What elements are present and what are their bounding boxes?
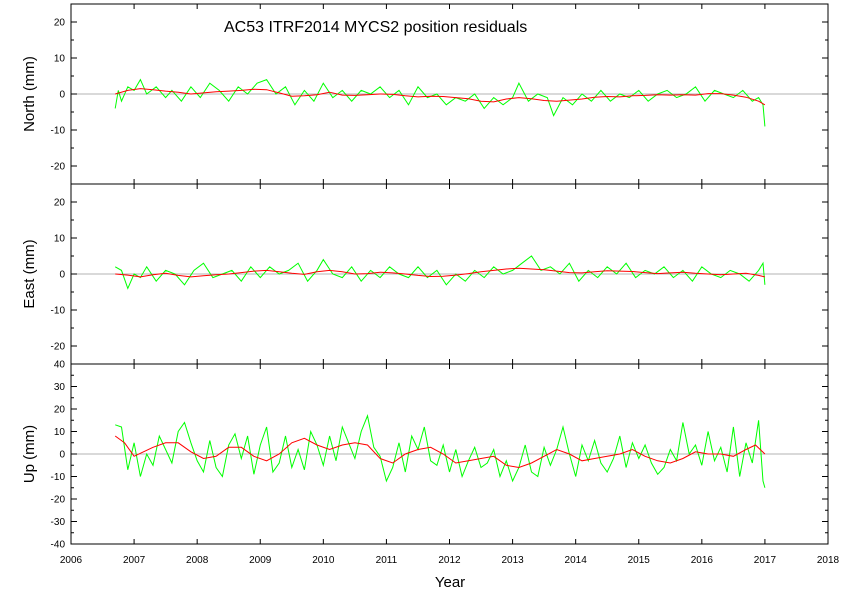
xtick-label: 2016 [691,555,714,566]
up-ytick-label: 10 [54,427,66,438]
xtick-label: 2015 [628,555,651,566]
east-panel: East (mm) -20 -10 0 10 20 [21,183,829,365]
x-axis-label: Year [435,574,465,591]
up-smooth-line [114,435,766,469]
up-ytick-label: 40 [54,360,66,371]
north-smooth-line [115,88,766,106]
xtick-label: 2010 [312,555,335,566]
xtick-label: 2008 [186,555,209,566]
up-frame [70,363,829,545]
north-ytick-label: -20 [51,162,66,173]
xtick-label: 2009 [249,555,272,566]
up-ytick-label: -10 [51,472,66,483]
north-residuals-line [114,78,766,127]
east-residuals-line [114,255,766,290]
north-ytick-label: 0 [59,90,65,101]
xtick-label: 2017 [754,555,777,566]
up-ytick-label: 30 [54,382,66,393]
up-ytick-label: 20 [54,405,66,416]
x-axis: 2006 2007 2008 2009 2010 2011 2012 2013 2014 2015… [60,555,840,566]
east-ytick-label: 0 [59,270,65,281]
east-ytick-label: 20 [54,198,66,209]
up-ytick-label: 0 [59,450,65,461]
up-ytick-label: -40 [51,540,66,551]
north-axis-label: North (mm) [21,56,38,132]
north-ytick-label: -10 [51,126,66,137]
up-ytick-label: -20 [51,495,66,506]
east-axis-label: East (mm) [21,239,38,308]
north-ytick-label: 20 [54,18,66,29]
east-ytick-label: -10 [51,306,66,317]
north-ytick-label: 10 [54,54,66,65]
xtick-label: 2007 [123,555,146,566]
east-ytick-label: 10 [54,234,66,245]
east-smooth-line [115,267,766,278]
up-panel: Up (mm) -40 -30 -20 -10 0 10 20 30 40 [21,360,829,551]
xtick-label: 2013 [501,555,524,566]
up-ytick-label: -30 [51,517,66,528]
up-residuals-line [115,414,766,488]
xtick-label: 2018 [817,555,840,566]
xtick-label: 2012 [438,555,461,566]
xtick-label: 2011 [376,555,398,566]
east-ytick-label: -20 [51,342,66,353]
xtick-label: 2014 [565,555,588,566]
up-axis-label: Up (mm) [21,425,38,483]
chart-title: AC53 ITRF2014 MYCS2 position residuals [224,19,527,36]
xtick-label: 2006 [60,555,83,566]
